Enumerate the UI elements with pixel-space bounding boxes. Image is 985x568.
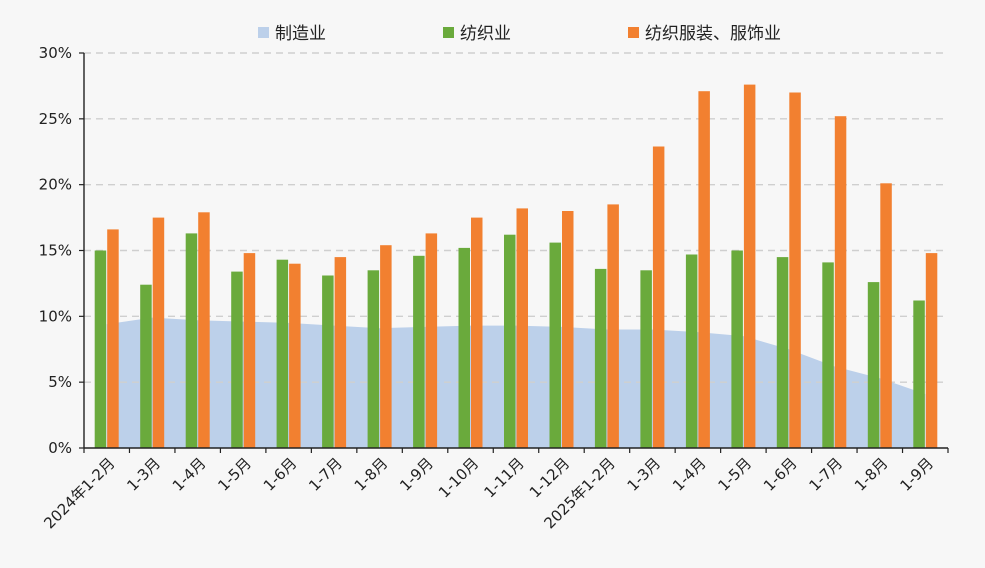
y-tick-label: 10%	[39, 307, 72, 325]
x-tick-label: 1-5月	[214, 454, 255, 495]
x-tick-label: 1-10月	[435, 454, 482, 501]
x-tick-label: 1-6月	[260, 454, 301, 495]
legend-label: 纺织服装、服饰业	[645, 24, 781, 44]
x-tick-label: 1-4月	[169, 454, 210, 495]
bar-textile	[94, 250, 107, 448]
bar-textile	[640, 270, 652, 449]
x-tick-label: 1-9月	[896, 454, 937, 495]
bar-apparel	[289, 263, 301, 448]
bar-textile	[867, 282, 880, 448]
bar-textile	[594, 268, 607, 448]
x-tick-label: 1-11月	[480, 454, 527, 501]
y-tick-label: 30%	[39, 44, 72, 62]
bar-textile	[685, 254, 698, 448]
bar-textile	[322, 275, 334, 448]
bar-apparel	[789, 92, 801, 448]
legend-label: 纺织业	[460, 24, 511, 44]
bar-textile	[776, 257, 789, 448]
bar-apparel	[880, 183, 892, 449]
y-tick-label: 25%	[39, 110, 72, 128]
bar-layer	[94, 84, 938, 449]
bar-textile	[367, 270, 380, 449]
x-tick-label: 1-8月	[351, 454, 392, 495]
x-tick-label: 1-6月	[760, 454, 801, 495]
bar-textile	[140, 284, 152, 448]
bar-apparel	[425, 233, 438, 448]
y-tick-label: 0%	[48, 439, 72, 457]
bar-apparel	[562, 211, 574, 448]
x-tick-labels: 2024年1-2月 1-3月 1-4月 1-5月 1-6月 1-7月 1-8月 1-9月1-1…	[40, 454, 937, 532]
x-tick-label: 1-3月	[123, 454, 164, 495]
bar-apparel	[925, 253, 938, 448]
bar-textile	[549, 242, 561, 448]
bar-textile	[458, 247, 470, 448]
bar-apparel	[607, 204, 619, 448]
bar-apparel	[380, 245, 392, 448]
bar-apparel	[471, 217, 483, 448]
legend-swatch	[258, 27, 269, 38]
y-tick-label: 20%	[39, 176, 72, 194]
bar-apparel	[152, 217, 165, 448]
legend-label: 制造业	[275, 24, 326, 44]
bar-textile	[231, 271, 243, 448]
bar-textile	[185, 233, 198, 448]
bar-apparel	[107, 229, 119, 448]
y-tick-label: 5%	[48, 373, 72, 391]
bar-textile	[822, 262, 834, 448]
bar-apparel	[698, 91, 710, 448]
bar-apparel	[516, 208, 528, 448]
x-tick-label: 1-9月	[396, 454, 437, 495]
bar-textile	[731, 250, 743, 448]
bar-textile	[276, 259, 289, 448]
legend-swatch	[443, 27, 454, 38]
y-tick-labels: 0% 5% 10% 15% 20% 25% 30%	[39, 44, 72, 457]
x-tick-label: 1-7月	[805, 454, 846, 495]
x-tick-label: 1-3月	[624, 454, 665, 495]
y-tick-label: 15%	[39, 242, 72, 260]
x-tick-label: 1-8月	[851, 454, 892, 495]
bar-apparel	[743, 84, 756, 448]
bar-apparel	[652, 146, 665, 448]
x-tick-label: 2024年1-2月	[40, 454, 118, 532]
grid-layer	[84, 52, 948, 383]
bar-apparel	[334, 257, 347, 448]
bar-apparel	[198, 212, 210, 448]
x-tick-label: 1-4月	[669, 454, 710, 495]
bar-textile	[913, 300, 925, 448]
x-tick-label: 1-5月	[715, 454, 756, 495]
x-tick-label: 1-7月	[305, 454, 346, 495]
axis-layer	[79, 52, 949, 453]
bar-apparel	[834, 116, 847, 448]
bar-textile	[504, 234, 516, 448]
bar-textile	[413, 255, 425, 448]
legend-swatch	[628, 27, 639, 38]
bar-apparel	[243, 253, 256, 448]
legend: 制造业 纺织业 纺织服装、服饰业	[258, 24, 781, 44]
